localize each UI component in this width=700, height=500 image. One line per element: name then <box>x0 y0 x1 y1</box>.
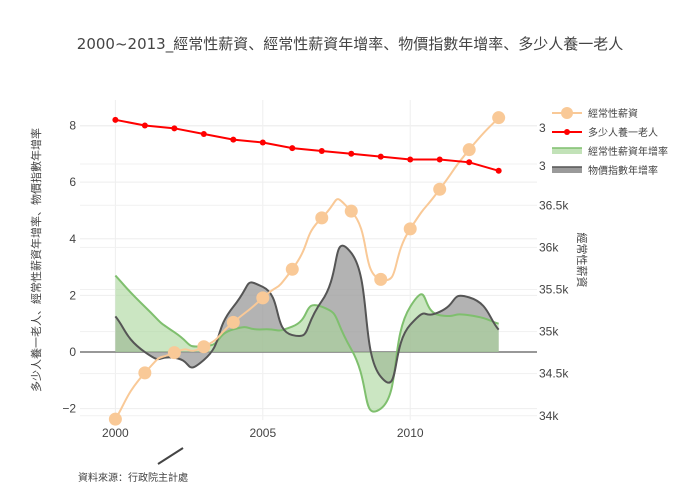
y-tick-label: 8 <box>69 118 76 132</box>
legend-label-salary-growth: 經常性薪資年增率 <box>588 145 668 158</box>
salary-point <box>315 211 329 225</box>
y2-tick-label: 35k <box>539 325 559 339</box>
salary-line <box>114 117 500 420</box>
salary-point <box>462 143 476 157</box>
legend-label-salary: 經常性薪資 <box>588 107 638 120</box>
salary-point <box>197 340 211 354</box>
source-annotation: 資料來源：行政院主計處 <box>78 471 188 484</box>
salary-growth-area <box>115 275 499 412</box>
salary-point <box>344 204 358 218</box>
y2-tick-label: 35.5k <box>539 282 569 296</box>
x-tick-label: 2000 <box>102 426 129 440</box>
salary-point <box>285 262 299 276</box>
salary-point <box>108 412 122 426</box>
legend-marker-elderly-support <box>564 129 570 135</box>
y-tick-label: −2 <box>62 402 76 416</box>
elderly-support-point <box>436 156 443 163</box>
elderly-support-point <box>141 122 148 129</box>
y2-tick-label: 3 <box>539 159 546 173</box>
annotation-arrow <box>157 447 184 465</box>
legend-label-elderly-support: 多少人養一老人 <box>588 126 658 139</box>
y2-tick-label: 3 <box>539 121 546 135</box>
area-layer <box>115 245 499 412</box>
y2-axis-title: 經常性薪資 <box>575 233 589 288</box>
salary-point <box>256 291 270 305</box>
y-tick-label: 0 <box>69 345 76 359</box>
grid <box>80 100 537 420</box>
elderly-support-point <box>230 136 237 143</box>
salary-point <box>433 182 447 196</box>
elderly-support-point <box>407 156 414 163</box>
y-tick-label: 4 <box>69 232 76 246</box>
salary-point <box>403 222 417 236</box>
y-axis-title: 多少人養一老人、經常性薪資年增率、物價指數年增率 <box>29 128 43 392</box>
y2-tick-label: 34.5k <box>539 367 569 381</box>
x-tick-label: 2005 <box>249 426 276 440</box>
elderly-support-point <box>112 116 119 123</box>
y-tick-label: 2 <box>69 288 76 302</box>
elderly-support-point <box>495 167 502 174</box>
elderly-support-point <box>466 159 473 166</box>
elderly-support-point <box>289 145 296 152</box>
elderly-support-point <box>200 130 207 137</box>
legend-swatch-salary-growth <box>552 148 582 154</box>
legend-swatch-cpi-growth <box>552 167 582 173</box>
legend-label-cpi-growth: 物價指數年增率 <box>588 164 658 177</box>
salary-point <box>374 272 388 286</box>
elderly-support-point <box>318 147 325 154</box>
y-tick-label: 6 <box>69 175 76 189</box>
chart-title: 2000~2013_經常性薪資、經常性薪資年增率、物價指數年增率、多少人養一老人 <box>77 35 623 54</box>
elderly-support-point <box>259 139 266 146</box>
salary-point <box>138 366 152 380</box>
y2-tick-label: 36.5k <box>539 198 569 212</box>
tick-layer: 2000 2005 2010 −2 0 2 4 6 8 34k 34.5k 35k 35.5k 36k 36… <box>62 118 569 440</box>
x-tick-label: 2010 <box>397 426 424 440</box>
cpi-growth-line <box>114 244 500 384</box>
y2-tick-label: 36k <box>539 240 559 254</box>
legend-marker-salary <box>561 107 573 119</box>
salary-point <box>226 315 240 329</box>
line-layer <box>108 111 506 426</box>
salary-point <box>167 346 181 360</box>
y2-tick-label: 34k <box>539 409 559 423</box>
salary-growth-line <box>114 274 499 413</box>
elderly-support-line <box>115 118 499 172</box>
elderly-support-point <box>348 150 355 157</box>
elderly-support-point <box>377 153 384 160</box>
salary-point <box>492 111 506 125</box>
elderly-support-point <box>171 125 178 132</box>
